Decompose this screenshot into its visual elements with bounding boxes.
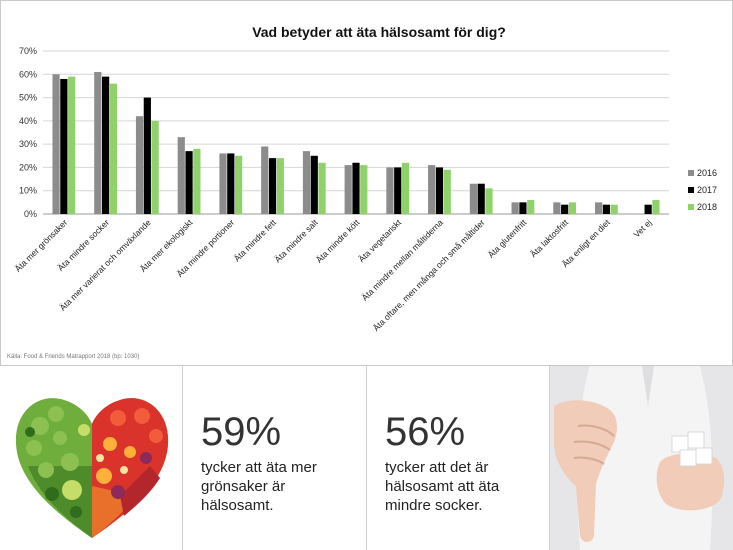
chart-panel: Vad betyder att äta hälsosamt för dig? 0%… <box>0 0 733 366</box>
stat-value: 56% <box>385 410 466 454</box>
bar-2018 <box>235 155 243 214</box>
bar-2016 <box>469 183 477 214</box>
bar-2018 <box>276 158 284 214</box>
y-tick-label: 60% <box>19 69 37 79</box>
bar-2017 <box>435 167 444 214</box>
bar-2018 <box>485 188 493 214</box>
bar-2016 <box>261 146 269 214</box>
bar-2017 <box>102 76 110 214</box>
y-tick-label: 70% <box>19 46 37 56</box>
y-tick-label: 20% <box>19 162 37 172</box>
stat-card-vegetables: 59% tycker att äta mer grönsaker är häls… <box>183 366 367 550</box>
y-tick-label: 50% <box>19 93 37 103</box>
vegetable-heart-icon <box>15 398 169 538</box>
legend-label: 2016 <box>697 168 717 178</box>
bar-2018 <box>527 200 535 214</box>
chart-title: Vad betyder att äta hälsosamt för dig? <box>252 24 506 40</box>
bar-chart: Vad betyder att äta hälsosamt för dig? 0%… <box>13 24 717 333</box>
y-tick-label: 30% <box>19 139 37 149</box>
bar-2018 <box>151 120 159 214</box>
x-tick-label: Vet ej <box>631 217 653 239</box>
bar-2018 <box>610 204 618 214</box>
bar-2018 <box>360 165 368 214</box>
stat-text: tycker att det är hälsosamt att äta mind… <box>385 459 500 514</box>
bar-2017 <box>352 162 360 214</box>
legend-swatch <box>688 187 694 193</box>
bar-2017 <box>477 183 485 214</box>
x-tick-label: Äta glutenfritt <box>486 217 529 260</box>
legend-swatch <box>688 170 694 176</box>
y-tick-label: 10% <box>19 186 37 196</box>
x-tick-label: Äta vegetariskt <box>356 217 403 264</box>
x-tick-label: Äta mindre kött <box>314 217 362 265</box>
bar-2017 <box>602 204 610 214</box>
x-tick-label: Äta mindre mellan måltiderna <box>360 217 445 302</box>
bar-2016 <box>52 74 60 215</box>
bar-2017 <box>143 97 151 214</box>
x-tick-label: Äta mindre fett <box>232 217 279 264</box>
bar-2018 <box>318 162 326 214</box>
vegetable-heart-image <box>0 366 183 550</box>
legend-label: 2018 <box>697 202 717 212</box>
y-tick-label: 0% <box>24 209 37 219</box>
bar-2018 <box>68 76 76 214</box>
bar-2017 <box>394 167 402 214</box>
stat-value: 59% <box>201 410 282 454</box>
bar-2018 <box>652 200 660 214</box>
bar-2016 <box>219 153 227 214</box>
stat-text: tycker att äta mer grönsaker är hälsosam… <box>201 459 317 514</box>
thumbs-down-icon <box>550 366 733 550</box>
x-tick-label: Äta laktosfritt <box>528 217 570 259</box>
bar-2016 <box>386 167 394 214</box>
bar-2016 <box>553 202 561 214</box>
bar-2016 <box>344 165 352 214</box>
source-note: Källa: Food & Friends Matrapport 2018 (b… <box>7 354 140 360</box>
bar-2016 <box>595 202 603 214</box>
bar-2016 <box>428 165 436 214</box>
stat-card-sugar: 56% tycker att det är hälsosamt att äta … <box>367 366 550 550</box>
bar-2017 <box>310 155 318 214</box>
bar-2016 <box>135 116 144 214</box>
bar-2017 <box>519 202 527 214</box>
y-tick-label: 40% <box>19 116 37 126</box>
bar-2016 <box>94 71 102 214</box>
bar-2016 <box>177 137 185 214</box>
bottom-strip: 59% tycker att äta mer grönsaker är häls… <box>0 366 733 550</box>
bar-2018 <box>193 148 201 214</box>
sugar-photo-image <box>550 366 733 550</box>
bar-2017 <box>185 151 193 214</box>
bar-2017 <box>227 153 235 214</box>
bar-2018 <box>109 83 117 214</box>
legend-swatch <box>688 204 694 210</box>
bar-2018 <box>443 169 451 214</box>
bar-2016 <box>511 202 519 214</box>
bar-2017 <box>644 204 652 214</box>
bar-2018 <box>568 202 577 214</box>
bar-2018 <box>401 162 410 214</box>
bar-2017 <box>561 204 569 214</box>
bar-2016 <box>302 151 311 214</box>
legend-label: 2017 <box>697 185 717 195</box>
bar-2017 <box>268 158 277 214</box>
bar-2017 <box>60 78 68 214</box>
